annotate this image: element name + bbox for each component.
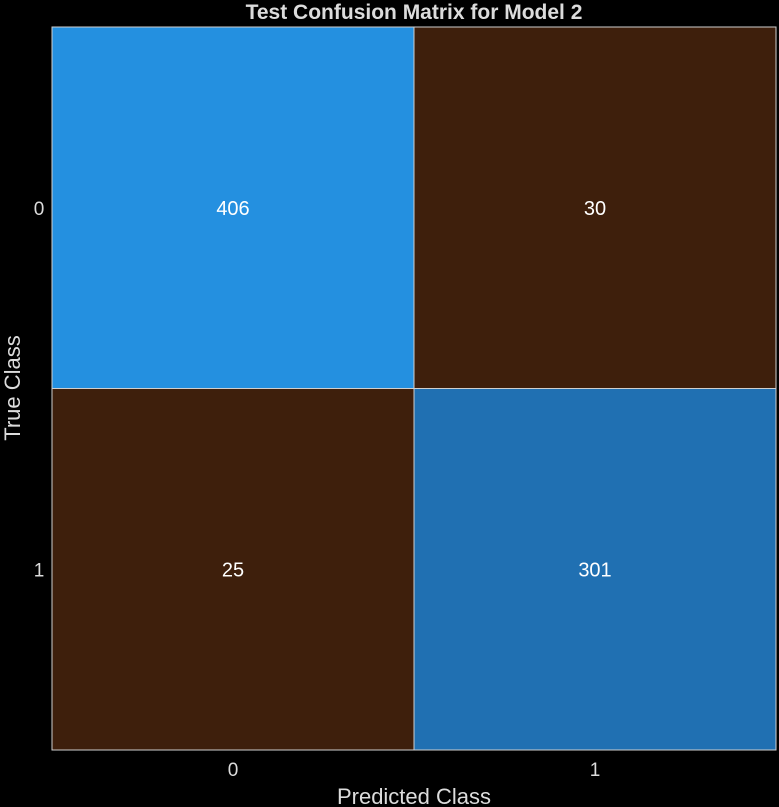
chart-title: Test Confusion Matrix for Model 2 — [246, 1, 583, 24]
heatmap-cell-0-1 — [413, 26, 777, 389]
y-tick-label-1: 1 — [34, 560, 45, 581]
y-axis-label: True Class — [0, 335, 25, 441]
cell-value-labels: 406 30 25 301 — [216, 198, 611, 582]
y-tick-label-0: 0 — [34, 199, 45, 220]
cell-value-1-1: 301 — [578, 559, 611, 581]
cell-value-1-0: 25 — [222, 559, 244, 581]
cell-value-0-1: 30 — [584, 198, 606, 220]
x-tick-label-0: 0 — [228, 760, 239, 781]
x-axis-label: Predicted Class — [337, 784, 491, 807]
x-tick-label-1: 1 — [590, 760, 601, 781]
heatmap-cells — [51, 26, 777, 751]
heatmap-cell-1-0 — [51, 388, 415, 751]
cell-value-0-0: 406 — [216, 198, 249, 220]
y-axis-ticks: 01 — [34, 199, 45, 582]
heatmap-cell-0-0 — [51, 26, 415, 389]
heatmap-cell-1-1 — [413, 388, 777, 751]
